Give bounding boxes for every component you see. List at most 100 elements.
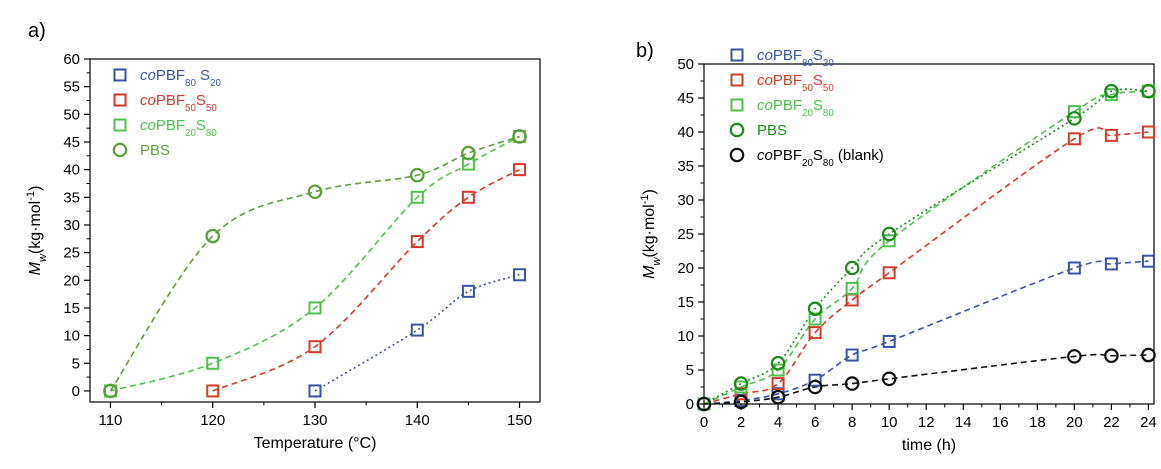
x-tick-label: 20 [1066, 414, 1083, 431]
data-point [461, 145, 476, 161]
legend-label: PBS [140, 142, 170, 159]
legend-marker [113, 68, 127, 82]
x-tick-label: 0 [700, 414, 708, 431]
y-tick-label: 35 [677, 158, 694, 175]
y-tick-label: 40 [677, 124, 694, 141]
y-axis-label: Mw(kg·mol-1) [639, 189, 663, 279]
x-axis-label: Temperature (°C) [254, 435, 377, 452]
legend-marker [730, 73, 744, 87]
y-tick-label: 60 [63, 51, 80, 68]
data-point [1141, 347, 1156, 363]
y-tick-label: 35 [63, 189, 80, 206]
data-point [808, 373, 822, 387]
x-tick-label: 12 [918, 414, 935, 431]
y-tick-label: 15 [677, 294, 694, 311]
x-tick-label: 14 [955, 414, 972, 431]
y-tick-label: 30 [677, 192, 694, 209]
panel-b-chart: 0 2 4 6 8 10 12 14 16 18 20 22 240510152025303540455… [636, 40, 1157, 454]
data-point [1104, 348, 1119, 364]
data-point [410, 235, 424, 249]
data-point [770, 389, 786, 405]
y-tick-label: 20 [63, 272, 80, 289]
y-tick-label: 5 [72, 355, 80, 372]
x-tick-label: 6 [811, 414, 819, 431]
data-point [844, 376, 860, 391]
legend-label: coPBF20S80 [140, 117, 217, 139]
data-point [1104, 83, 1119, 99]
data-point [461, 190, 475, 204]
y-tick-label: 25 [677, 226, 694, 243]
x-tick-label: 110 [98, 412, 122, 429]
y-tick-label: 50 [677, 56, 694, 73]
x-tick-label: 10 [881, 414, 898, 431]
data-point [410, 190, 424, 204]
trend-line [110, 135, 520, 392]
data-point [882, 266, 896, 280]
x-tick-label: 4 [774, 414, 782, 431]
data-point [733, 394, 749, 410]
data-point [205, 228, 221, 244]
data-point [1067, 111, 1082, 126]
data-point [1141, 254, 1155, 268]
y-tick-label: 25 [63, 245, 80, 262]
plot-frame [89, 58, 541, 403]
trend-line [703, 90, 1149, 405]
legend-label: coPBF50S50 [140, 92, 217, 114]
trend-line [703, 260, 1149, 405]
legend-marker [112, 142, 128, 158]
data-point [1067, 132, 1081, 146]
data-point [770, 355, 786, 371]
y-tick-label: 15 [63, 300, 80, 317]
legend-marker [729, 122, 745, 138]
data-point [307, 184, 323, 200]
data-point [1067, 349, 1082, 364]
trend-line [703, 353, 1149, 405]
legend-label: coPBF20S80 [757, 97, 834, 119]
y-tick-label: 5 [686, 362, 694, 379]
data-point [308, 301, 322, 315]
x-tick-label: 16 [992, 414, 1009, 431]
data-point [103, 383, 118, 399]
x-tick-label: 120 [200, 412, 225, 429]
data-point [845, 348, 859, 362]
y-tick-label: 0 [72, 383, 80, 400]
data-point [461, 284, 475, 298]
data-point [206, 384, 220, 398]
x-tick-label: 18 [1029, 414, 1046, 431]
data-point [308, 384, 322, 398]
data-point [512, 129, 527, 144]
legend-marker [113, 93, 127, 107]
trend-line [703, 88, 1149, 405]
panel-label: b) [636, 40, 654, 62]
data-point [881, 371, 897, 387]
data-point [1141, 125, 1155, 139]
data-point [845, 281, 859, 295]
y-tick-label: 30 [63, 217, 80, 234]
data-point [1104, 128, 1118, 142]
y-tick-label: 10 [63, 328, 80, 345]
legend-label: coPBF50S50 [757, 72, 834, 94]
x-axis-label: time (h) [902, 437, 956, 454]
y-tick-label: 0 [686, 396, 694, 413]
y-tick-label: 55 [63, 79, 80, 96]
data-point [882, 234, 896, 248]
legend-label: coPBF20S80 (blank) [757, 147, 884, 169]
legend-marker [730, 98, 744, 112]
x-tick-label: 22 [1103, 414, 1120, 431]
data-point [882, 334, 896, 348]
data-point [1141, 83, 1156, 99]
legend-marker [729, 147, 745, 163]
legend-label: coPBF80 S20 [140, 67, 222, 89]
panel-a-chart: 110 120 130 140 150 0 5 10 15 20 25 30 35 40 45 50 55 60 T… [25, 20, 541, 452]
data-point [808, 312, 822, 326]
x-tick-label: 150 [507, 412, 532, 429]
data-point [844, 260, 860, 276]
y-tick-label: 10 [677, 328, 694, 345]
legend-marker [730, 48, 744, 62]
data-point [308, 340, 322, 354]
trend-line [314, 273, 520, 392]
trend-line [703, 127, 1149, 405]
data-point [807, 379, 823, 395]
y-tick-label: 45 [63, 134, 80, 151]
